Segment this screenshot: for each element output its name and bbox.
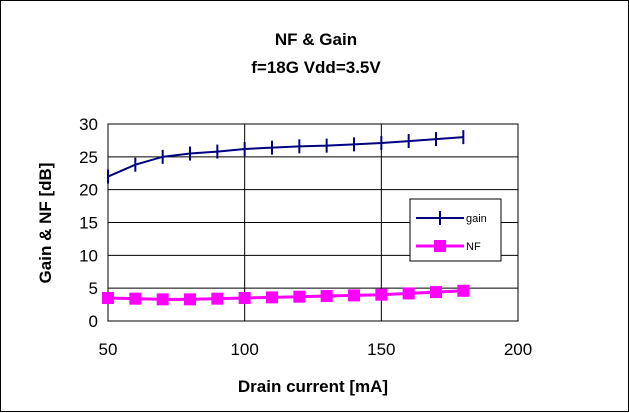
legend-label: NF bbox=[466, 241, 481, 253]
y-tick-label: 10 bbox=[79, 246, 98, 265]
data-point bbox=[320, 290, 333, 303]
legend-entry-gain: gain bbox=[416, 211, 487, 225]
y-tick-label: 0 bbox=[89, 312, 98, 331]
data-point bbox=[457, 284, 470, 297]
x-tick-label: 50 bbox=[99, 340, 118, 359]
x-tick-label: 150 bbox=[367, 340, 395, 359]
series-line bbox=[107, 136, 464, 178]
series-layer bbox=[102, 130, 470, 306]
data-point bbox=[430, 286, 442, 299]
data-point bbox=[375, 288, 388, 301]
y-tick-label: 5 bbox=[89, 279, 98, 298]
legend-entry-nf: NF bbox=[416, 240, 481, 253]
data-point bbox=[266, 291, 278, 304]
grid bbox=[108, 124, 518, 321]
data-point bbox=[293, 290, 306, 303]
legend-box bbox=[409, 198, 502, 262]
legend-marker bbox=[434, 240, 446, 252]
series-gain bbox=[107, 130, 465, 184]
chart-title: NF & Gain bbox=[275, 30, 357, 49]
x-axis-label: Drain current [mA] bbox=[238, 377, 388, 396]
x-tick-label: 200 bbox=[504, 340, 532, 359]
plot-area bbox=[107, 123, 519, 322]
y-tick-label: 25 bbox=[79, 148, 98, 167]
y-tick-label: 20 bbox=[79, 181, 98, 200]
y-axis-label: Gain & NF [dB] bbox=[36, 163, 55, 284]
data-point bbox=[129, 292, 142, 305]
data-point bbox=[156, 293, 169, 306]
y-tick-label: 30 bbox=[79, 115, 98, 134]
legend: gain NF bbox=[409, 198, 502, 262]
data-point bbox=[402, 287, 415, 300]
data-point bbox=[211, 292, 224, 305]
data-point bbox=[102, 292, 114, 305]
legend-label: gain bbox=[466, 213, 487, 225]
data-point bbox=[238, 292, 251, 305]
series-nf bbox=[102, 284, 470, 306]
data-point bbox=[348, 289, 360, 302]
tick-labels: 0 5 10 15 20 25 30 50 100 150 200 bbox=[79, 115, 532, 359]
data-point bbox=[184, 293, 196, 306]
y-tick-label: 15 bbox=[79, 214, 98, 233]
x-tick-label: 100 bbox=[230, 340, 258, 359]
chart-subtitle: f=18G Vdd=3.5V bbox=[251, 58, 381, 77]
